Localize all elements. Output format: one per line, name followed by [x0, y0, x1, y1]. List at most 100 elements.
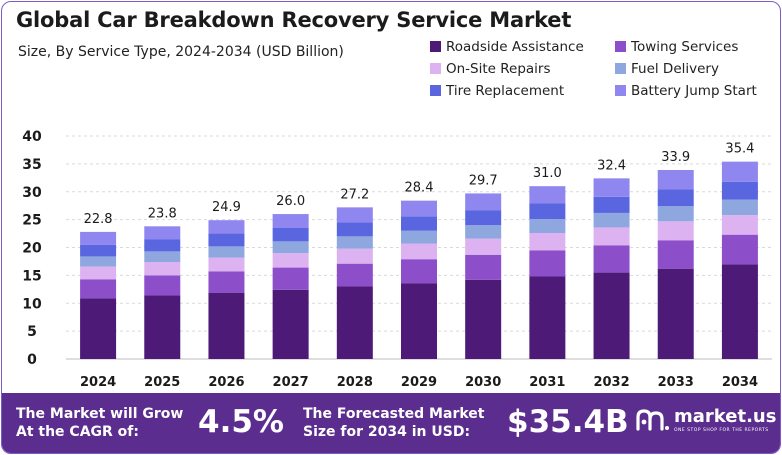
bar-segment-roadside-assistance [144, 295, 181, 359]
chart-legend: Roadside Assistance Towing Services On-S… [430, 38, 775, 99]
x-tick-label: 2024 [80, 375, 116, 390]
y-tick-label: 35 [22, 157, 41, 173]
bar-segment-tire-replacement [80, 244, 117, 257]
cagr-caption-line2: At the CAGR of: [16, 424, 139, 440]
bar-segment-roadside-assistance [272, 289, 309, 359]
bar-segment-towing-services [529, 250, 566, 277]
cagr-caption-line1: The Market will Grow [16, 406, 184, 422]
x-tick-label: 2031 [529, 375, 565, 390]
bar-total-label: 33.9 [661, 150, 690, 165]
bar-segment-battery-jump-start [721, 161, 758, 182]
bar-total-label: 28.4 [405, 181, 434, 196]
bar-segment-on-site-repairs [721, 215, 758, 235]
bar-segment-on-site-repairs [465, 238, 502, 255]
x-tick-label: 2028 [337, 375, 373, 390]
legend-label: Tire Replacement [446, 82, 565, 99]
bar-segment-on-site-repairs [657, 221, 694, 241]
bar-segment-fuel-delivery [336, 236, 373, 249]
bar-total-label: 22.8 [84, 212, 113, 227]
bar-segment-roadside-assistance [401, 283, 437, 359]
bar-segment-tire-replacement [593, 196, 630, 213]
x-tick-label: 2033 [658, 375, 694, 390]
bar-segment-tire-replacement [272, 227, 309, 242]
x-tick-label: 2030 [465, 375, 501, 390]
bar-segment-towing-services [336, 263, 373, 287]
cagr-caption: The Market will Grow At the CAGR of: [16, 405, 183, 441]
legend-swatch [615, 41, 626, 52]
y-tick-label: 40 [22, 129, 42, 145]
bar-segment-tire-replacement [721, 181, 758, 200]
bar-segment-tire-replacement [336, 222, 373, 237]
bar-segment-tire-replacement [529, 203, 566, 220]
bar-total-label: 35.4 [725, 142, 754, 157]
legend-swatch [430, 63, 441, 74]
bar-segment-fuel-delivery [80, 256, 117, 267]
legend-label: Battery Jump Start [631, 82, 757, 99]
y-tick-label: 20 [22, 241, 42, 257]
bar-segment-on-site-repairs [336, 248, 373, 264]
bar-segment-roadside-assistance [80, 298, 117, 359]
legend-swatch [430, 85, 441, 96]
legend-item-fuel-delivery: Fuel Delivery [615, 60, 775, 77]
y-tick-label: 5 [27, 324, 37, 340]
legend-label: On-Site Repairs [446, 60, 551, 77]
legend-label: Towing Services [631, 38, 739, 55]
bar-segment-towing-services [208, 271, 245, 293]
bar-segment-towing-services [80, 279, 117, 299]
y-tick-label: 25 [22, 213, 41, 229]
bar-total-label: 32.4 [597, 158, 626, 173]
bar-segment-battery-jump-start [208, 220, 245, 234]
legend-item-battery-jump-start: Battery Jump Start [615, 82, 775, 99]
bar-segment-roadside-assistance [721, 264, 758, 359]
bar-segment-on-site-repairs [401, 243, 437, 260]
bar-total-label: 29.7 [469, 173, 498, 188]
stacked-bar-chart: 051015202530354022.8202423.8202524.92026… [22, 129, 772, 390]
y-tick-label: 15 [22, 268, 41, 284]
bar-segment-roadside-assistance [593, 272, 630, 359]
bar-total-label: 31.0 [533, 166, 562, 181]
x-tick-label: 2032 [593, 375, 629, 390]
bar-segment-roadside-assistance [465, 279, 502, 359]
bar-segment-fuel-delivery [465, 225, 502, 239]
bar-segment-tire-replacement [657, 189, 694, 207]
cagr-value: 4.5% [198, 404, 284, 440]
bar-segment-fuel-delivery [401, 230, 437, 244]
bar-segment-battery-jump-start [144, 226, 181, 240]
chart-subtitle: Size, By Service Type, 2024-2034 (USD Bi… [18, 44, 344, 60]
bar-segment-tire-replacement [465, 210, 502, 226]
bar-total-label: 23.8 [148, 206, 177, 221]
bar-segment-roadside-assistance [336, 286, 373, 359]
bar-segment-roadside-assistance [208, 292, 245, 359]
x-tick-label: 2026 [208, 375, 244, 390]
forecast-caption-line1: The Forecasted Market [303, 406, 485, 422]
brand-logo: market.us ONE STOP SHOP FOR THE REPORTS [634, 407, 776, 433]
y-tick-label: 10 [22, 296, 42, 312]
bar-total-label: 26.0 [276, 194, 305, 209]
bar-segment-fuel-delivery [272, 241, 309, 254]
bar-segment-on-site-repairs [593, 227, 630, 246]
bar-segment-battery-jump-start [657, 170, 694, 190]
bar-total-label: 27.2 [340, 187, 369, 202]
bar-segment-tire-replacement [208, 233, 245, 247]
legend-item-towing-services: Towing Services [615, 38, 775, 55]
bar-segment-battery-jump-start [593, 178, 630, 197]
bar-segment-towing-services [721, 234, 758, 265]
bar-segment-fuel-delivery [529, 219, 566, 234]
bar-segment-towing-services [272, 267, 309, 290]
bar-segment-fuel-delivery [721, 199, 758, 216]
bar-segment-battery-jump-start [465, 193, 502, 211]
footer-banner: The Market will Grow At the CAGR of: 4.5… [2, 393, 780, 453]
brand-logo-icon [636, 409, 669, 431]
bar-segment-battery-jump-start [80, 231, 117, 245]
forecast-caption: The Forecasted Market Size for 2034 in U… [303, 405, 484, 441]
forecast-caption-line2: Size for 2034 in USD: [303, 424, 471, 440]
legend-item-roadside-assistance: Roadside Assistance [430, 38, 615, 55]
legend-swatch [430, 41, 441, 52]
y-tick-label: 30 [22, 185, 42, 201]
bar-segment-battery-jump-start [401, 200, 437, 217]
bar-segment-on-site-repairs [144, 261, 181, 276]
x-tick-label: 2025 [144, 375, 180, 390]
bar-segment-towing-services [657, 240, 694, 269]
legend-label: Fuel Delivery [631, 60, 719, 77]
y-tick-label: 0 [27, 352, 37, 368]
